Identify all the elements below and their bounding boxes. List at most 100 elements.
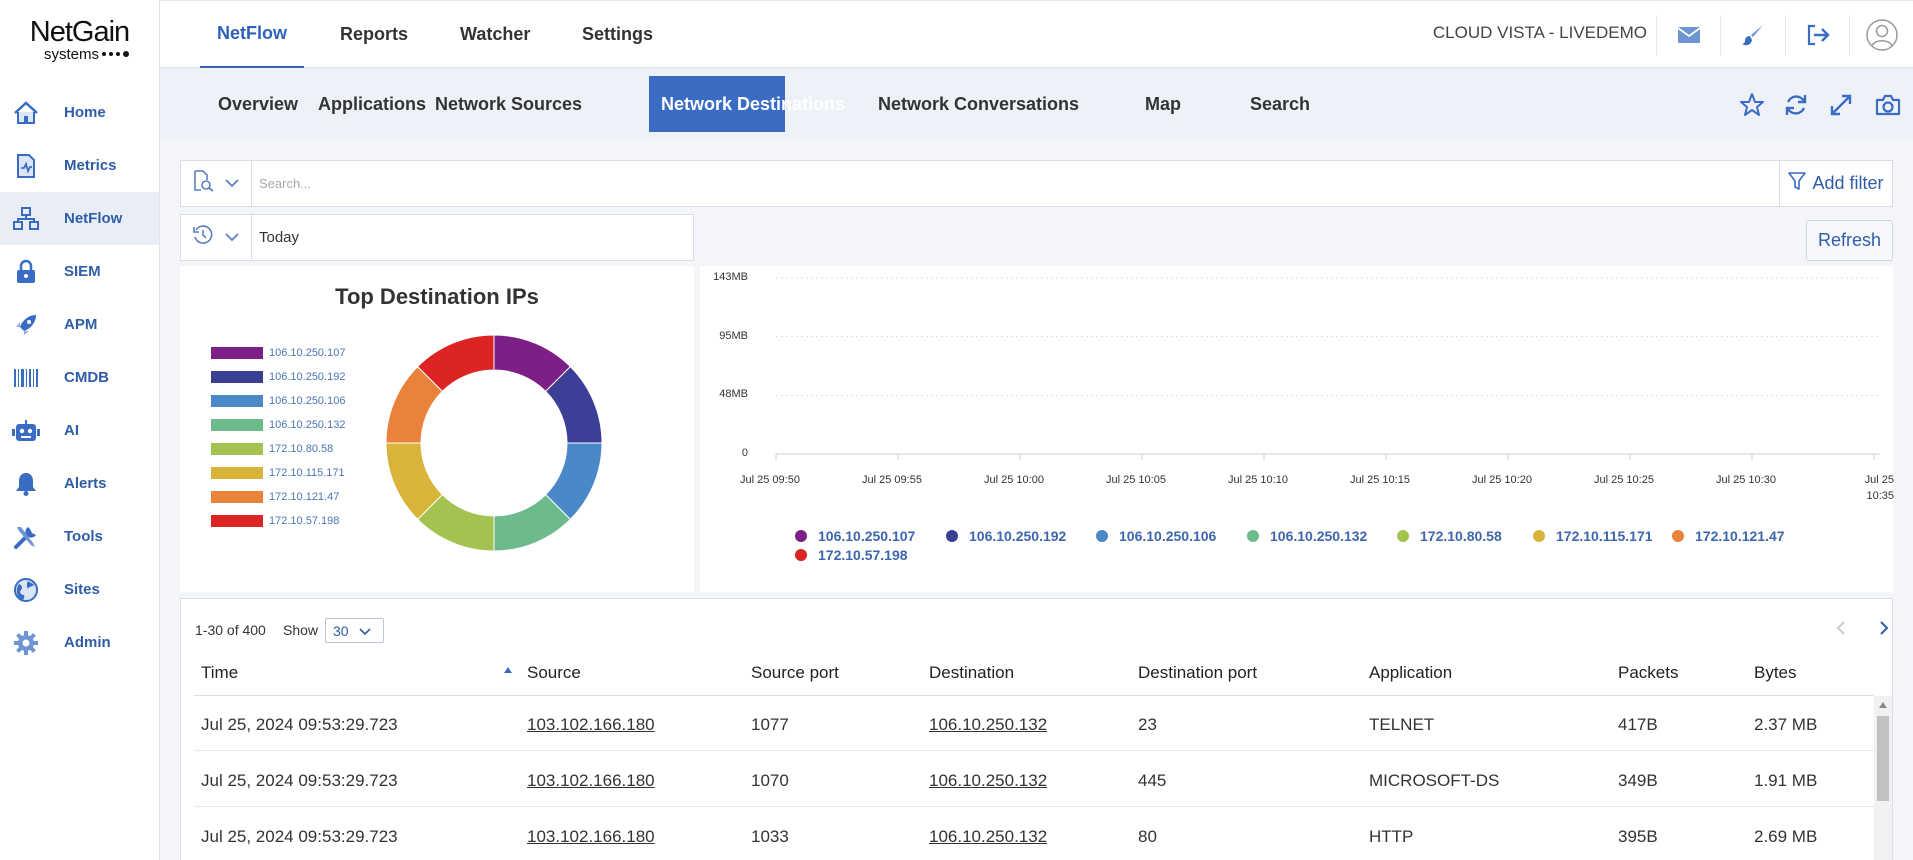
- search-type-dropdown[interactable]: [181, 161, 252, 206]
- legend-dot: [795, 530, 807, 542]
- donut-legend-item[interactable]: 106.10.250.192: [211, 370, 345, 384]
- table-row[interactable]: Jul 25, 2024 09:53:29.723 103.102.166.18…: [194, 808, 1874, 860]
- time-range-value[interactable]: Today: [259, 229, 300, 246]
- tab-settings[interactable]: Settings: [582, 24, 654, 44]
- line-legend-item[interactable]: 106.10.250.107: [795, 528, 915, 544]
- tab-reports[interactable]: Reports: [340, 24, 409, 44]
- legend-dot: [1096, 530, 1108, 542]
- scroll-up-arrow-icon[interactable]: [1878, 700, 1888, 710]
- sidebar-item-tools[interactable]: Tools: [0, 510, 159, 563]
- line-legend-item[interactable]: 172.10.115.171: [1533, 528, 1653, 544]
- expand-icon[interactable]: [1824, 88, 1858, 122]
- time-range-selector: Today: [180, 214, 694, 261]
- subtab-map[interactable]: Map: [1145, 93, 1181, 114]
- line-legend-item[interactable]: 106.10.250.132: [1247, 528, 1367, 544]
- cell-destination-link[interactable]: 106.10.250.132: [929, 715, 1048, 734]
- time-range-dropdown[interactable]: [181, 215, 252, 260]
- sidebar-item-label: APM: [64, 316, 98, 333]
- tab-watcher[interactable]: Watcher: [460, 24, 531, 44]
- search-input[interactable]: [253, 161, 1780, 206]
- legend-label: 106.10.250.192: [969, 528, 1067, 544]
- sidebar-item-cmdb[interactable]: CMDB: [0, 351, 159, 404]
- donut-legend-item[interactable]: 172.10.115.171: [211, 466, 345, 480]
- subtab-network-destinations[interactable]: Network Destinations: [649, 76, 845, 132]
- cell-destination-link[interactable]: 106.10.250.132: [929, 771, 1048, 790]
- line-legend-item[interactable]: 106.10.250.192: [946, 528, 1066, 544]
- logout-icon[interactable]: [1785, 15, 1849, 55]
- sort-asc-icon[interactable]: [503, 661, 513, 679]
- sidebar-item-metrics[interactable]: Metrics: [0, 139, 159, 192]
- chevron-down-icon: [359, 623, 371, 639]
- prev-page-button[interactable]: [1828, 617, 1854, 643]
- donut-legend-item[interactable]: 106.10.250.107: [211, 346, 345, 360]
- column-header-packets[interactable]: Packets: [1618, 663, 1679, 682]
- add-filter-button[interactable]: Add filter: [1779, 161, 1892, 206]
- brush-icon[interactable]: [1720, 15, 1784, 55]
- cell-packets: 349B: [1618, 771, 1658, 790]
- y-tick-label: 48MB: [719, 388, 748, 401]
- cell-source-port: 1033: [751, 827, 789, 846]
- donut-legend-item[interactable]: 106.10.250.132: [211, 418, 345, 432]
- mail-icon[interactable]: [1656, 15, 1720, 55]
- sidebar-item-siem[interactable]: SIEM: [0, 245, 159, 298]
- cell-bytes: 2.69 MB: [1754, 827, 1818, 846]
- globe-icon: [12, 576, 40, 604]
- subtab-applications[interactable]: Applications: [318, 93, 427, 114]
- donut-legend-item[interactable]: 172.10.80.58: [211, 442, 333, 456]
- tools-icon: [12, 523, 40, 551]
- sidebar-item-ai[interactable]: AI: [0, 404, 159, 457]
- sidebar-item-apm[interactable]: APM: [0, 298, 159, 351]
- table-row[interactable]: Jul 25, 2024 09:53:29.723 103.102.166.18…: [194, 752, 1874, 807]
- donut-legend-item[interactable]: 172.10.57.198: [211, 514, 339, 528]
- star-icon[interactable]: [1735, 88, 1769, 122]
- table-scrollbar[interactable]: [1874, 696, 1892, 860]
- cell-source-link[interactable]: 103.102.166.180: [527, 827, 655, 846]
- chevron-down-icon: [224, 229, 240, 247]
- column-header-source[interactable]: Source: [527, 663, 581, 682]
- table-row[interactable]: Jul 25, 2024 09:53:29.723 103.102.166.18…: [194, 696, 1874, 751]
- bell-icon: [12, 470, 40, 498]
- sidebar-item-admin[interactable]: Admin: [0, 616, 159, 669]
- cell-source-link[interactable]: 103.102.166.180: [527, 715, 655, 734]
- column-header-destination[interactable]: Destination: [929, 663, 1015, 682]
- subtab-network-sources[interactable]: Network Sources: [435, 93, 583, 114]
- refresh-button[interactable]: Refresh: [1806, 220, 1893, 261]
- page-size-select[interactable]: 30: [325, 618, 384, 643]
- sidebar-item-netflow[interactable]: NetFlow: [0, 192, 159, 245]
- donut-slice-172-10-57-198[interactable]: [416, 334, 495, 393]
- subtab-overview[interactable]: Overview: [218, 93, 299, 114]
- next-page-button[interactable]: [1871, 617, 1897, 643]
- subtab-search[interactable]: Search: [1250, 93, 1311, 114]
- tab-netflow[interactable]: NetFlow: [200, 1, 304, 68]
- scrollbar-thumb[interactable]: [1877, 716, 1889, 801]
- search-bar: Add filter: [180, 160, 1893, 207]
- legend-label: 106.10.250.107: [269, 347, 346, 359]
- line-legend-item[interactable]: 172.10.80.58: [1397, 528, 1502, 544]
- line-legend-item[interactable]: 172.10.57.198: [795, 547, 908, 563]
- legend-swatch: [211, 491, 263, 503]
- camera-icon[interactable]: [1871, 88, 1905, 122]
- x-tick-label: Jul 25 10:30: [1716, 474, 1776, 486]
- cell-application: MICROSOFT-DS: [1369, 771, 1500, 790]
- cell-source-link[interactable]: 103.102.166.180: [527, 771, 655, 790]
- donut-legend-item[interactable]: 172.10.121.47: [211, 490, 339, 504]
- line-legend-item[interactable]: 106.10.250.106: [1096, 528, 1216, 544]
- logo[interactable]: NetGain systems: [0, 0, 159, 72]
- sidebar-item-alerts[interactable]: Alerts: [0, 457, 159, 510]
- x-tick-label: Jul 25 09:55: [862, 474, 922, 486]
- column-header-time[interactable]: Time: [201, 663, 239, 682]
- sidebar-item-sites[interactable]: Sites: [0, 563, 159, 616]
- refresh-icon[interactable]: [1779, 88, 1813, 122]
- sidebar-item-label: Tools: [64, 528, 103, 545]
- subtab-network-conversations[interactable]: Network Conversations: [878, 93, 1080, 114]
- cell-destination-link[interactable]: 106.10.250.132: [929, 827, 1048, 846]
- column-header-application[interactable]: Application: [1369, 663, 1453, 682]
- donut-legend-item[interactable]: 106.10.250.106: [211, 394, 345, 408]
- line-legend-item[interactable]: 172.10.121.47: [1672, 528, 1785, 544]
- sidebar-item-label: AI: [64, 422, 79, 439]
- column-header-destination-port[interactable]: Destination port: [1138, 663, 1258, 682]
- sidebar-item-home[interactable]: Home: [0, 86, 159, 139]
- column-header-source-port[interactable]: Source port: [751, 663, 839, 682]
- user-avatar-icon[interactable]: [1849, 15, 1913, 55]
- column-header-bytes[interactable]: Bytes: [1754, 663, 1797, 682]
